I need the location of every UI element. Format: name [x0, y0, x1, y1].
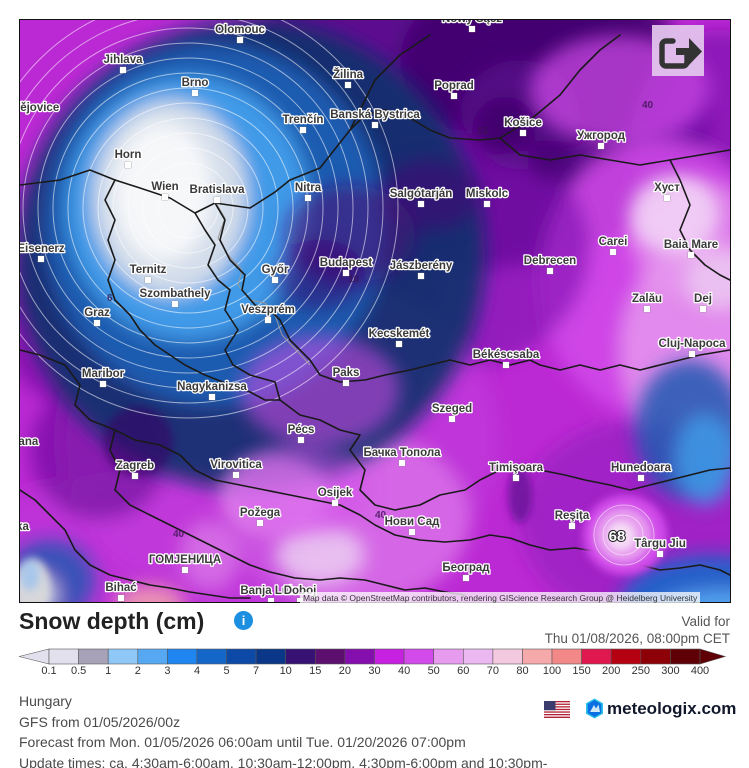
svg-text:Ужгород: Ужгород [577, 130, 626, 142]
svg-text:Győr: Győr [262, 264, 289, 276]
svg-text:Târgu Jiu: Târgu Jiu [634, 538, 686, 550]
svg-text:Nitra: Nitra [295, 182, 322, 194]
svg-text:Graz: Graz [84, 307, 110, 319]
svg-text:Wien: Wien [151, 181, 178, 193]
svg-text:Nowy Sącz: Nowy Sącz [442, 20, 502, 25]
svg-text:Požega: Požega [240, 507, 281, 519]
svg-text:Szeged: Szeged [432, 403, 472, 415]
svg-text:Carei: Carei [599, 236, 628, 248]
svg-text:České Budějovice: České Budějovice [20, 101, 59, 114]
svg-text:Horn: Horn [115, 149, 142, 161]
svg-text:Cluj-Napoca: Cluj-Napoca [658, 338, 726, 350]
svg-text:Jászberény: Jászberény [390, 260, 453, 272]
svg-text:Paks: Paks [333, 367, 360, 379]
svg-text:Zagreb: Zagreb [116, 460, 154, 472]
svg-text:Rijeka: Rijeka [20, 521, 30, 533]
svg-text:Poprad: Poprad [434, 80, 474, 92]
svg-text:15: 15 [477, 126, 489, 137]
svg-text:Jihlava: Jihlava [104, 54, 144, 66]
svg-text:Brno: Brno [182, 77, 209, 89]
svg-text:Bihać: Bihać [105, 582, 137, 594]
svg-text:Békéscsaba: Békéscsaba [473, 349, 540, 361]
svg-text:Ljubljana: Ljubljana [20, 436, 39, 448]
svg-text:Kecskemét: Kecskemét [369, 328, 430, 340]
svg-text:Nagykanizsa: Nagykanizsa [177, 381, 247, 393]
svg-text:ГОМЈЕНИЦА: ГОМЈЕНИЦА [149, 554, 221, 566]
svg-text:Reşiţa: Reşiţa [555, 510, 590, 522]
svg-text:Бачка Топола: Бачка Топола [363, 447, 441, 459]
svg-text:Ternitz: Ternitz [130, 264, 167, 276]
svg-text:Trenčín: Trenčín [283, 114, 324, 126]
svg-text:Bratislava: Bratislava [190, 184, 246, 196]
svg-text:Maribor: Maribor [82, 368, 125, 380]
svg-text:68: 68 [609, 528, 626, 545]
svg-text:Pécs: Pécs [288, 424, 315, 436]
svg-text:Debrecen: Debrecen [524, 255, 576, 267]
svg-text:Budapest: Budapest [320, 257, 373, 269]
svg-text:i: i [242, 613, 246, 628]
svg-text:Banská Bystrica: Banská Bystrica [330, 109, 420, 121]
svg-text:40: 40 [173, 529, 185, 540]
svg-text:40: 40 [642, 100, 654, 111]
svg-text:Нови Сад: Нови Сад [385, 516, 441, 528]
svg-text:Olomouc: Olomouc [215, 24, 265, 36]
svg-text:Žilina: Žilina [333, 68, 364, 81]
svg-text:Timişoara: Timişoara [489, 462, 544, 474]
svg-text:Virovitica: Virovitica [210, 459, 262, 471]
svg-text:Hunedoara: Hunedoara [611, 462, 672, 474]
svg-text:Хуст: Хуст [654, 182, 680, 194]
svg-text:Szombathely: Szombathely [140, 288, 212, 300]
svg-text:Dej: Dej [694, 293, 712, 305]
svg-text:Košice: Košice [504, 117, 542, 129]
svg-text:Zalău: Zalău [632, 293, 662, 305]
svg-text:Eisenerz: Eisenerz [20, 243, 65, 255]
svg-text:Veszprém: Veszprém [241, 304, 295, 316]
svg-text:Osijek: Osijek [318, 487, 353, 499]
svg-text:10: 10 [348, 274, 360, 285]
svg-text:6: 6 [107, 293, 113, 304]
svg-text:Miskolc: Miskolc [466, 188, 509, 200]
svg-text:Baia Mare: Baia Mare [664, 239, 718, 251]
svg-text:Salgótarján: Salgótarján [390, 188, 453, 200]
svg-text:Београд: Београд [442, 562, 490, 574]
